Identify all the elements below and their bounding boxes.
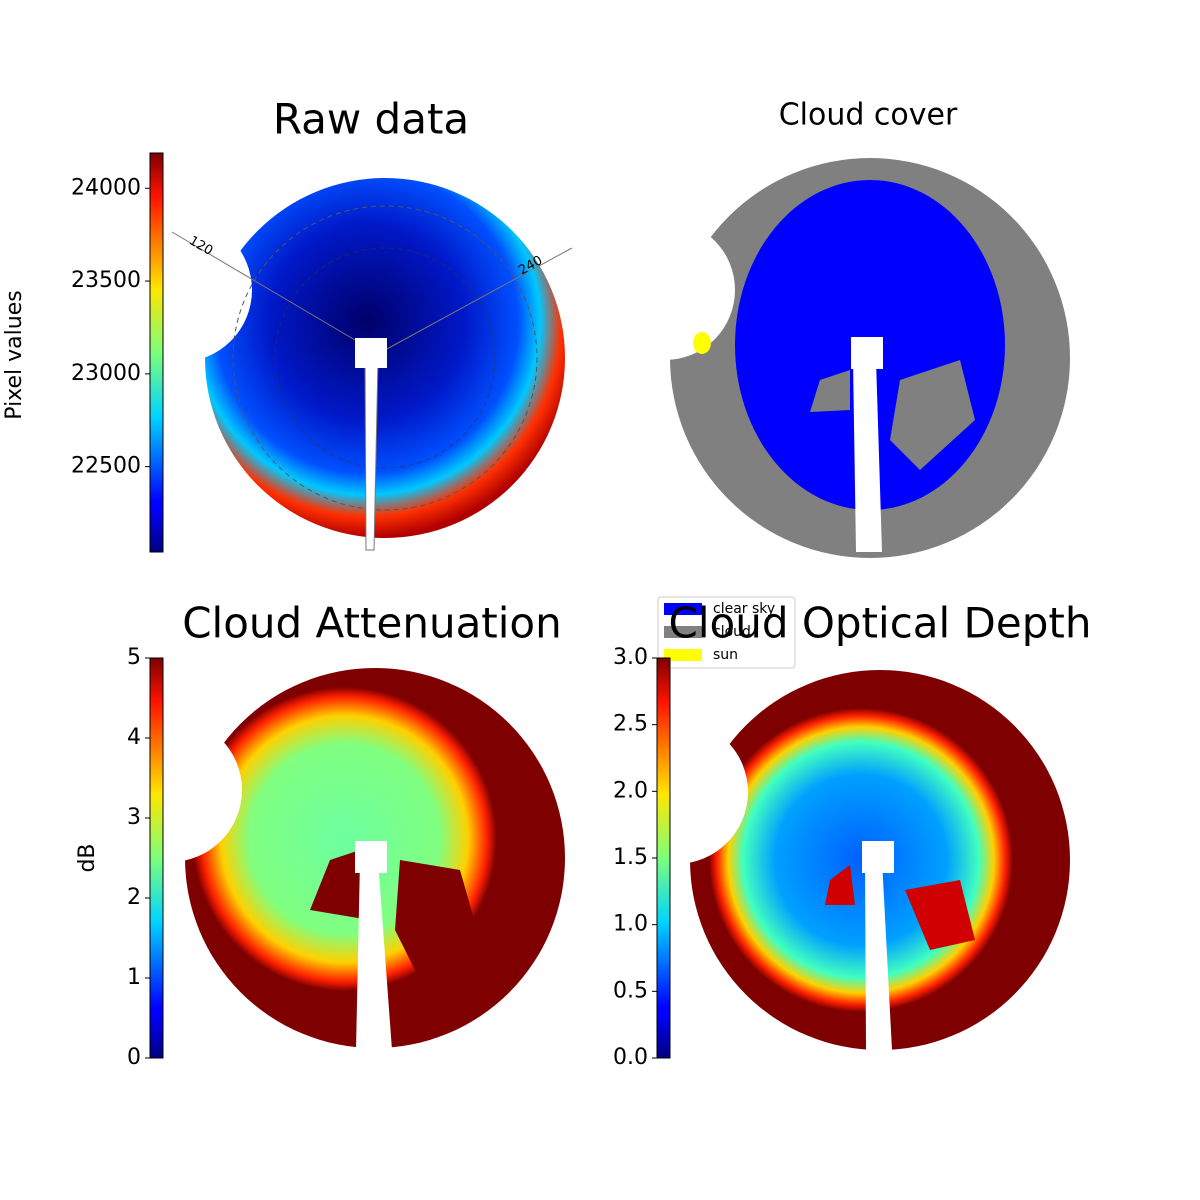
colorbar-tick-label: 5 — [127, 645, 141, 670]
colorbar-tick-label: 0 — [127, 1045, 141, 1070]
legend-label: cloud — [713, 624, 751, 640]
colorbar-tick-label: 0.0 — [613, 1045, 648, 1070]
colorbar-tick-label: 1.0 — [613, 912, 648, 937]
colorbar-tick-label: 22500 — [71, 454, 141, 479]
cloud-cover-image — [595, 158, 1070, 558]
colorbar-tick-label: 2.0 — [613, 778, 648, 803]
legend-swatch — [664, 603, 702, 615]
colorbar-tick-label: 23000 — [71, 361, 141, 386]
colorbar-tick-label: 24000 — [71, 175, 141, 200]
legend-label: clear sky — [713, 601, 775, 617]
optical-depth-image — [604, 670, 1070, 1050]
colorbar-tick-label: 2 — [127, 885, 141, 910]
legend-swatch — [664, 626, 702, 638]
colorbar-tick-label: 2.5 — [613, 712, 648, 737]
attenuation-image — [98, 668, 565, 1050]
colorbar-tick-label: 1.5 — [613, 845, 648, 870]
colorbar-label: dB — [75, 843, 100, 872]
colorbar — [149, 657, 164, 1059]
colorbar-tick-label: 3.0 — [613, 645, 648, 670]
colorbar-tick-label: 0.5 — [613, 978, 648, 1003]
panel-title: Cloud cover — [779, 98, 958, 133]
colorbar-tick-label: 23500 — [71, 268, 141, 293]
legend-swatch — [664, 649, 702, 661]
colorbar-label: Pixel values — [2, 290, 27, 419]
colorbar — [656, 657, 671, 1059]
colorbar-tick-label: 3 — [127, 805, 141, 830]
panel-title: Raw data — [273, 95, 469, 144]
colorbar-tick-label: 4 — [127, 725, 141, 750]
colorbar-tick-label: 1 — [127, 965, 141, 990]
legend-label: sun — [713, 647, 738, 663]
panel-title: Cloud Attenuation — [182, 599, 562, 648]
panel-title: Cloud Optical Depth — [669, 599, 1092, 648]
colorbar — [149, 152, 164, 553]
raw-image — [108, 178, 573, 551]
